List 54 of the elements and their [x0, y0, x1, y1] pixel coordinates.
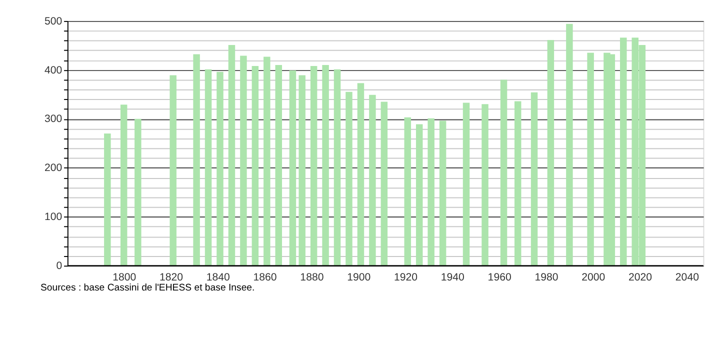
bar [500, 80, 508, 266]
y-tick-label: 200 [44, 162, 62, 174]
x-tick-label: 1800 [112, 272, 136, 284]
bar [380, 102, 388, 266]
bar [369, 94, 376, 266]
bar [357, 83, 364, 266]
y-tick-label: 300 [44, 113, 62, 126]
bar [252, 66, 259, 266]
source-note: Sources : base Cassini de l'EHESS et base Insee. [40, 282, 255, 294]
bar [514, 101, 522, 266]
bar [346, 92, 352, 266]
x-tick-label: 1860 [253, 272, 277, 284]
x-tick-label: 1920 [394, 272, 418, 284]
bar [170, 75, 176, 266]
bar [587, 52, 594, 266]
y-tick-label: 100 [44, 211, 62, 224]
bar [289, 70, 296, 266]
bar [530, 92, 538, 266]
bar [428, 118, 434, 266]
bar [310, 66, 318, 266]
bar [240, 56, 247, 266]
bar [120, 104, 128, 266]
bar [275, 65, 282, 266]
x-tick-label: 2020 [628, 272, 652, 284]
bar [334, 69, 341, 266]
x-tick-label: 2040 [675, 272, 700, 284]
bar [193, 54, 200, 266]
bar [104, 134, 111, 266]
x-tick-label: 1880 [300, 272, 324, 284]
y-tick-label: 400 [44, 64, 62, 76]
bar [482, 104, 488, 266]
bar [547, 40, 554, 266]
bar [462, 102, 470, 266]
x-tick-label: 1960 [488, 272, 512, 284]
bar [228, 44, 236, 266]
bar [566, 24, 573, 266]
bar [216, 72, 224, 266]
x-tick-label: 1900 [347, 272, 371, 284]
bar [416, 124, 423, 266]
y-tick-label: 0 [56, 260, 62, 272]
x-tick-label: 1940 [440, 272, 465, 284]
bar [620, 38, 627, 266]
x-tick-label: 1840 [206, 272, 230, 284]
bar [404, 117, 411, 266]
bar [322, 65, 329, 266]
y-tick-label: 500 [44, 15, 62, 28]
bar [134, 118, 142, 266]
bar [298, 75, 306, 266]
x-tick-label: 1820 [159, 272, 184, 284]
x-tick-label: 2000 [582, 272, 606, 284]
bar [264, 56, 270, 266]
bar [439, 120, 446, 266]
x-tick-label: 1980 [534, 272, 558, 284]
bar [204, 69, 212, 266]
